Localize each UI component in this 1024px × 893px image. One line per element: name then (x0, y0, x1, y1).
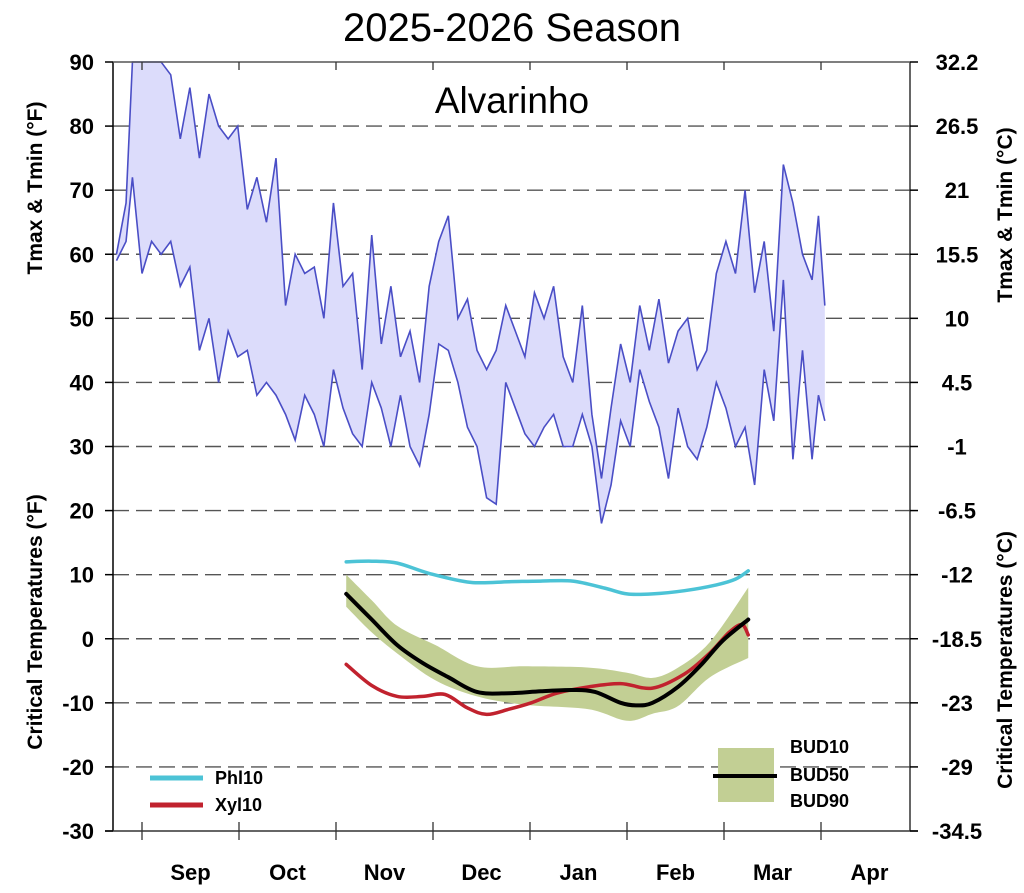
y-tick-label-left: 50 (70, 306, 94, 331)
x-tick-label: Dec (461, 860, 501, 885)
legend-xyl10-label: Xyl10 (215, 795, 262, 815)
critical-series (344, 559, 751, 721)
legend-phl10-label: Phl10 (215, 768, 263, 788)
temperature-series (115, 61, 826, 524)
legend-bud10-label: BUD10 (790, 737, 849, 757)
tmin-line (115, 177, 826, 524)
ylabel-left-top: Tmax & Tmin (°F) (24, 102, 47, 275)
y-tick-label-right: 4.5 (942, 370, 973, 395)
y-tick-label-right: 21 (945, 178, 969, 203)
legend-right: BUD10 BUD50 BUD90 (713, 737, 849, 811)
y-tick-label-left: -30 (62, 819, 94, 844)
chart-title: 2025-2026 Season (342, 6, 682, 50)
legend-bud90-label: BUD90 (790, 791, 849, 811)
tmax-line (115, 61, 826, 479)
y-tick-label-right: -6.5 (938, 499, 976, 524)
cultivar-label: Alvarinho (434, 80, 590, 121)
x-tick-label: Jan (560, 860, 598, 885)
y-tick-label-right: -29 (941, 755, 973, 780)
bud50-line (344, 591, 751, 708)
y-tick-label-left: 20 (70, 499, 94, 524)
x-tick-label: Mar (753, 860, 793, 885)
phl10-line (344, 559, 750, 597)
y-tick-label-right: 26.5 (936, 114, 979, 139)
temperature-range-fill (116, 62, 825, 524)
y-tick-label-right: -18.5 (932, 627, 982, 652)
x-tick-label: Feb (656, 860, 695, 885)
y-tick-label-left: -10 (62, 691, 94, 716)
y-tick-label-left: 60 (70, 242, 94, 267)
legend-bud50-label: BUD50 (790, 765, 849, 785)
y-tick-label-right: -34.5 (932, 819, 982, 844)
ylabel-left-bottom: Critical Temperatures (°F) (24, 494, 47, 749)
y-tick-label-right: 32.2 (936, 50, 979, 75)
y-tick-label-right: 15.5 (936, 242, 979, 267)
y-tick-label-right: -12 (941, 563, 973, 588)
y-tick-label-left: 10 (70, 563, 94, 588)
x-tick-label: Oct (269, 860, 306, 885)
y-tick-label-right: -23 (941, 691, 973, 716)
y-tick-label-left: 90 (70, 50, 94, 75)
y-tick-label-left: -20 (62, 755, 94, 780)
y-tick-label-left: 40 (70, 370, 94, 395)
y-tick-label-right: -1 (947, 435, 967, 460)
y-tick-label-left: 0 (82, 627, 94, 652)
x-tick-label: Nov (364, 860, 406, 885)
ylabel-right-bottom: Critical Temperatures (°C) (994, 531, 1017, 789)
x-tick-label: Sep (170, 860, 210, 885)
y-tick-label-left: 70 (70, 178, 94, 203)
y-tick-label-right: 10 (945, 306, 969, 331)
ylabel-right-top: Tmax & Tmin (°C) (994, 127, 1017, 302)
x-tick-label: Apr (851, 860, 889, 885)
y-tick-label-left: 30 (70, 435, 94, 460)
legend-left: Phl10 Xyl10 (150, 768, 263, 815)
y-tick-label-left: 80 (70, 114, 94, 139)
bud10-bud90-band (346, 574, 749, 721)
